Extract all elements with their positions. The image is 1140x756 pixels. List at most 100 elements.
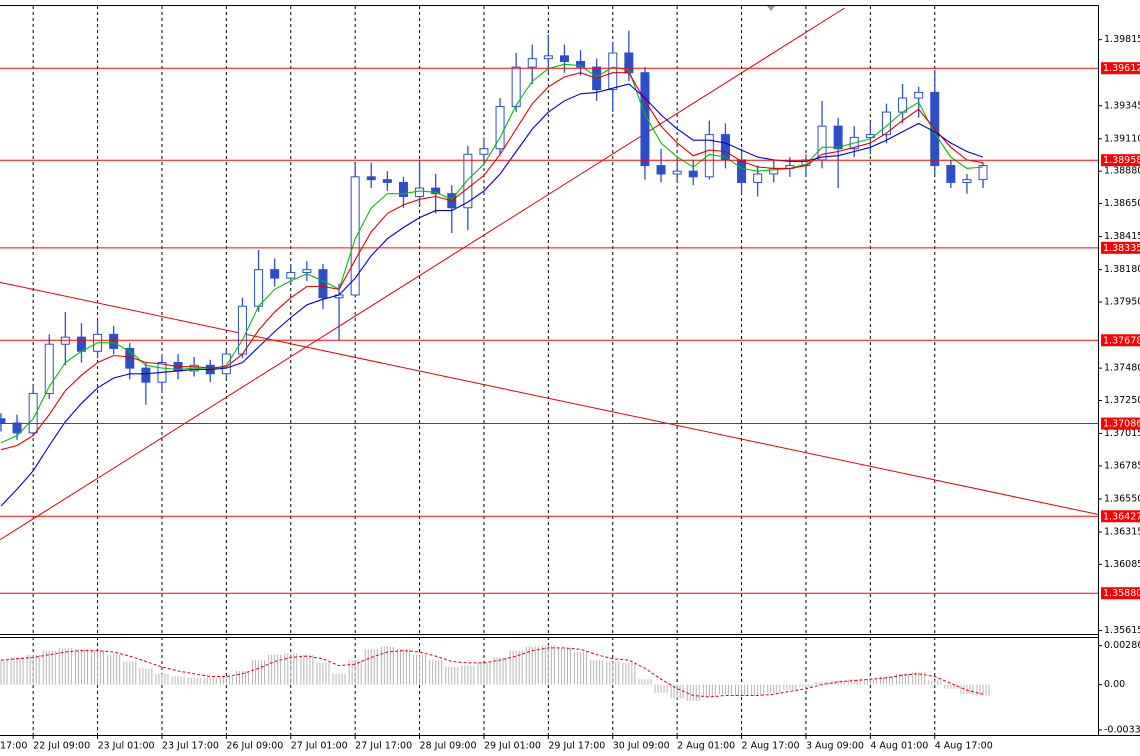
level-label-box bbox=[1101, 62, 1140, 75]
y-tick-label: 0.002863 bbox=[1104, 640, 1140, 651]
candle-body bbox=[237, 305, 247, 355]
y-tick-label: 1.37950 bbox=[1104, 297, 1140, 308]
moving-average bbox=[0, 63, 984, 444]
candle-body bbox=[978, 165, 988, 181]
candle-body bbox=[640, 72, 650, 167]
candle-body bbox=[672, 170, 682, 175]
x-tick-label: 3 Aug 09:00 bbox=[806, 741, 864, 752]
candle-body bbox=[318, 269, 328, 299]
x-tick-label: 23 Jul 01:00 bbox=[98, 741, 155, 752]
y-tick-label: 1.37015 bbox=[1104, 428, 1140, 439]
main-plot bbox=[0, 6, 1098, 634]
level-label-box bbox=[1101, 587, 1140, 600]
candle-body bbox=[350, 176, 360, 296]
level-label: 1.35880 bbox=[1103, 588, 1140, 599]
candle-body bbox=[415, 187, 425, 198]
trend-line bbox=[0, 7, 845, 541]
candle-body bbox=[302, 269, 312, 273]
y-tick-label: 1.36550 bbox=[1104, 493, 1140, 504]
y-tick-label: 1.35615 bbox=[1104, 625, 1140, 636]
y-tick-label: 1.39815 bbox=[1104, 34, 1140, 45]
trend-line bbox=[0, 281, 1098, 515]
candle-body bbox=[608, 52, 618, 91]
signal-line bbox=[0, 647, 984, 698]
candle-body bbox=[737, 159, 747, 183]
candle-body bbox=[495, 105, 505, 150]
candle-body bbox=[44, 343, 54, 394]
candle-body bbox=[576, 60, 586, 68]
shift-marker bbox=[767, 6, 775, 11]
x-tick-label: 27 Jul 01:00 bbox=[291, 741, 348, 752]
candle-body bbox=[543, 55, 553, 60]
x-tick-label: 2 Aug 01:00 bbox=[677, 741, 735, 752]
level-label: 1.39612 bbox=[1103, 63, 1140, 74]
y-tick-label: 1.38415 bbox=[1104, 231, 1140, 242]
candle-body bbox=[962, 179, 972, 183]
y-tick-label: 0.00 bbox=[1104, 679, 1125, 690]
candle-body bbox=[286, 271, 296, 279]
moving-average bbox=[0, 83, 984, 507]
level-label-box bbox=[1101, 154, 1140, 167]
y-tick-label: 1.37250 bbox=[1104, 395, 1140, 406]
candle-body bbox=[76, 336, 86, 352]
candle-body bbox=[479, 148, 489, 155]
candle-body bbox=[946, 165, 956, 183]
candle-body bbox=[0, 418, 6, 424]
candle-body bbox=[270, 269, 280, 279]
x-tick-label: 22 Jul 09:00 bbox=[33, 741, 90, 752]
y-tick-label: 1.39345 bbox=[1104, 100, 1140, 111]
y-tick-label: 1.38650 bbox=[1104, 198, 1140, 209]
level-label-box bbox=[1101, 510, 1140, 523]
x-tick-label: 26 Jul 09:00 bbox=[226, 741, 283, 752]
y-tick-label: 1.39110 bbox=[1104, 133, 1140, 144]
candle-body bbox=[511, 66, 521, 107]
x-tick-label: 27 Jul 17:00 bbox=[355, 741, 412, 752]
y-tick-label: -0.00333 bbox=[1104, 724, 1140, 735]
candle-body bbox=[431, 187, 441, 195]
x-tick-label: 17:00 bbox=[0, 741, 27, 752]
x-tick-label: 29 Jul 01:00 bbox=[484, 741, 541, 752]
candle-body bbox=[463, 153, 473, 209]
candle-body bbox=[28, 392, 38, 434]
x-tick-label: 28 Jul 09:00 bbox=[420, 741, 477, 752]
y-tick-label: 1.37480 bbox=[1104, 363, 1140, 374]
candle-body bbox=[398, 181, 408, 198]
x-tick-label: 4 Aug 01:00 bbox=[870, 741, 928, 752]
x-tick-label: 30 Jul 09:00 bbox=[613, 741, 670, 752]
x-tick-label: 2 Aug 17:00 bbox=[742, 741, 800, 752]
level-label: 1.38335 bbox=[1103, 243, 1140, 254]
candle-body bbox=[366, 176, 376, 181]
indicator-plot bbox=[0, 638, 990, 735]
y-tick-label: 1.36315 bbox=[1104, 527, 1140, 538]
y-tick-label: 1.38180 bbox=[1104, 264, 1140, 275]
level-label: 1.38958 bbox=[1103, 155, 1140, 166]
x-tick-label: 4 Aug 17:00 bbox=[935, 741, 993, 752]
candle-body bbox=[12, 422, 22, 434]
moving-average bbox=[0, 72, 984, 451]
candle-body bbox=[753, 173, 763, 183]
level-label: 1.37678 bbox=[1103, 335, 1140, 346]
level-label: 1.37086 bbox=[1103, 419, 1140, 430]
candle-body bbox=[527, 58, 537, 68]
level-label-box bbox=[1101, 241, 1140, 254]
candle-body bbox=[141, 367, 151, 383]
candle-body bbox=[254, 269, 264, 307]
candle-body bbox=[382, 179, 392, 183]
level-label-box bbox=[1101, 334, 1140, 347]
candle-body bbox=[914, 91, 924, 99]
y-tick-label: 1.36785 bbox=[1104, 460, 1140, 471]
x-tick-label: 23 Jul 17:00 bbox=[162, 741, 219, 752]
candle-body bbox=[559, 55, 569, 62]
candle-body bbox=[833, 125, 843, 150]
candle-body bbox=[109, 333, 119, 349]
y-tick-label: 1.38880 bbox=[1104, 166, 1140, 177]
x-tick-label: 29 Jul 17:00 bbox=[548, 741, 605, 752]
level-label: 1.36427 bbox=[1103, 511, 1140, 522]
y-tick-label: 1.36085 bbox=[1104, 559, 1140, 570]
level-label-box bbox=[1101, 417, 1140, 430]
candle-body bbox=[656, 165, 666, 175]
candle-body bbox=[704, 134, 714, 178]
candle-body bbox=[688, 170, 698, 178]
